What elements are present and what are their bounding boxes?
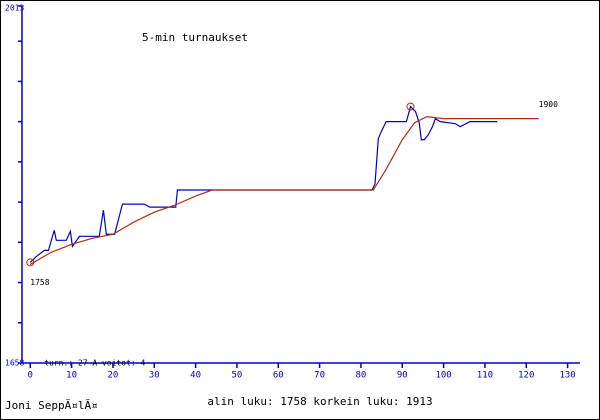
annotation: 1900	[539, 100, 558, 109]
x-tick-label: 70	[314, 371, 325, 381]
x-tick-label: 30	[149, 371, 160, 381]
footer-right: alin luku: 1758 korkein luku: 1913	[207, 395, 432, 408]
x-tick-label: 120	[518, 371, 534, 381]
x-tick-label: 0	[28, 371, 33, 381]
x-tick-label: 80	[356, 371, 367, 381]
x-tick-label: 110	[477, 371, 493, 381]
x-tick-label: 100	[435, 371, 451, 381]
chart-title: 5-min turnaukset	[142, 31, 248, 44]
x-tick-label: 20	[108, 371, 119, 381]
x-tick-label: 50	[232, 371, 243, 381]
x-tick-label: 40	[190, 371, 201, 381]
marker	[406, 102, 415, 111]
y-tick-label: 2013	[5, 4, 24, 13]
x-tick-label: 60	[273, 371, 284, 381]
x-tick-label: 130	[559, 371, 575, 381]
marker	[26, 258, 35, 267]
annotation: turn.: 27 A-voitot: 4	[44, 359, 145, 368]
annotation: 1758	[30, 278, 49, 287]
x-tick-label: 90	[397, 371, 408, 381]
series-line	[29, 116, 539, 265]
y-tick-label: 1658	[5, 359, 24, 368]
x-tick-label: 10	[66, 371, 77, 381]
footer-left: Joni SeppĂ¤lĂ¤	[5, 399, 98, 412]
